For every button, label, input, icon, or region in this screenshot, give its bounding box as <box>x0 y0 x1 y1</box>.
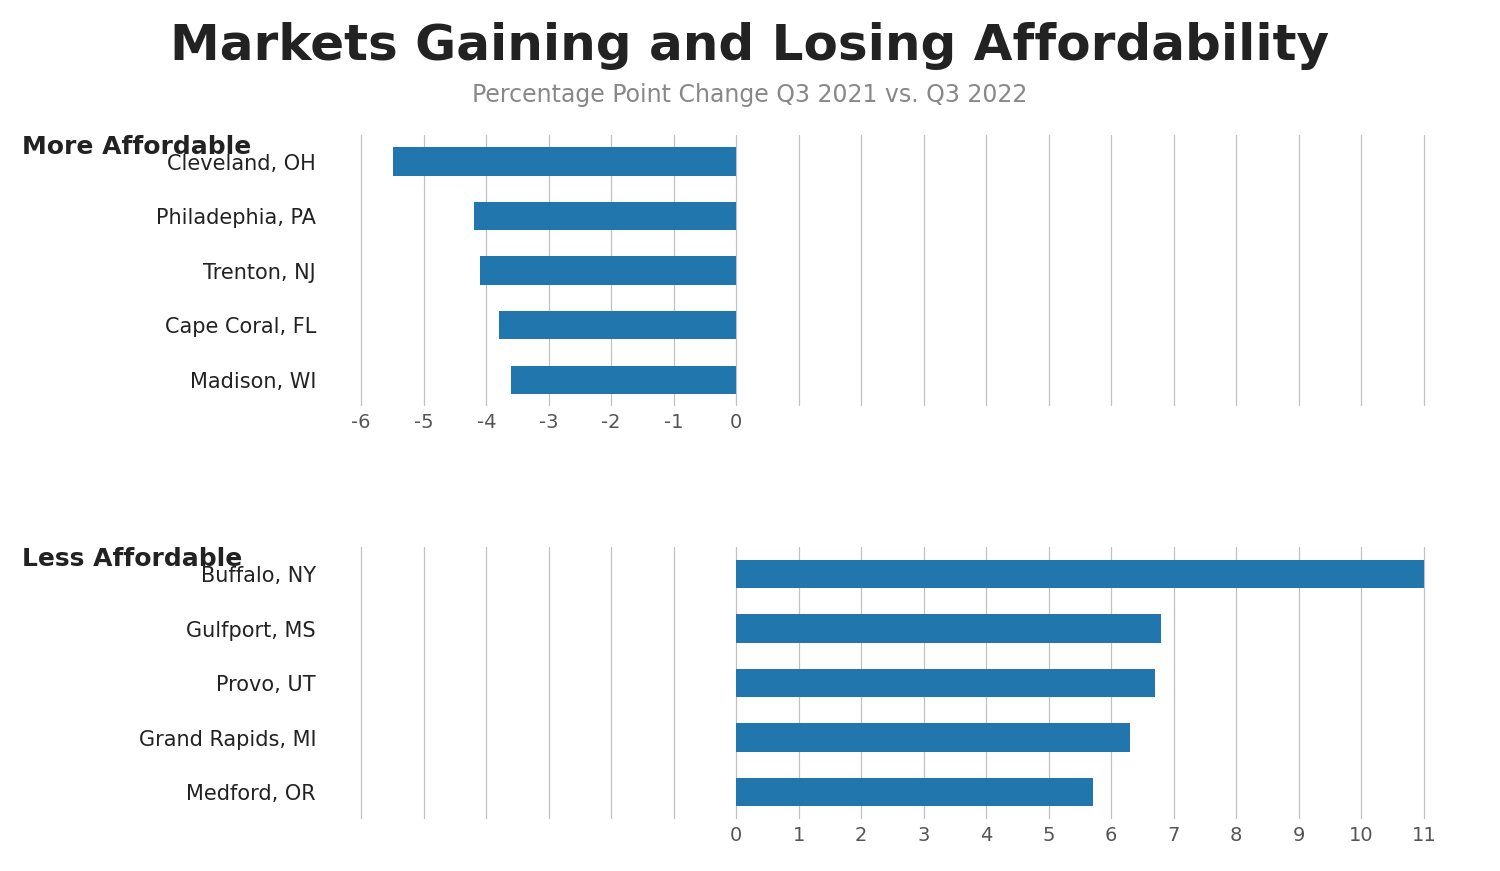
Text: More Affordable: More Affordable <box>22 135 252 159</box>
Bar <box>736 614 1161 643</box>
Bar <box>736 778 1092 807</box>
Bar <box>736 560 1424 588</box>
Bar <box>393 147 736 176</box>
Bar <box>736 724 1130 752</box>
Bar <box>480 256 736 285</box>
Text: Less Affordable: Less Affordable <box>22 547 243 571</box>
Bar <box>474 202 736 230</box>
Bar <box>498 311 736 340</box>
Bar <box>736 669 1155 698</box>
Text: Percentage Point Change Q3 2021 vs. Q3 2022: Percentage Point Change Q3 2021 vs. Q3 2… <box>472 83 1028 107</box>
Bar <box>512 366 736 394</box>
Text: Markets Gaining and Losing Affordability: Markets Gaining and Losing Affordability <box>171 22 1329 70</box>
